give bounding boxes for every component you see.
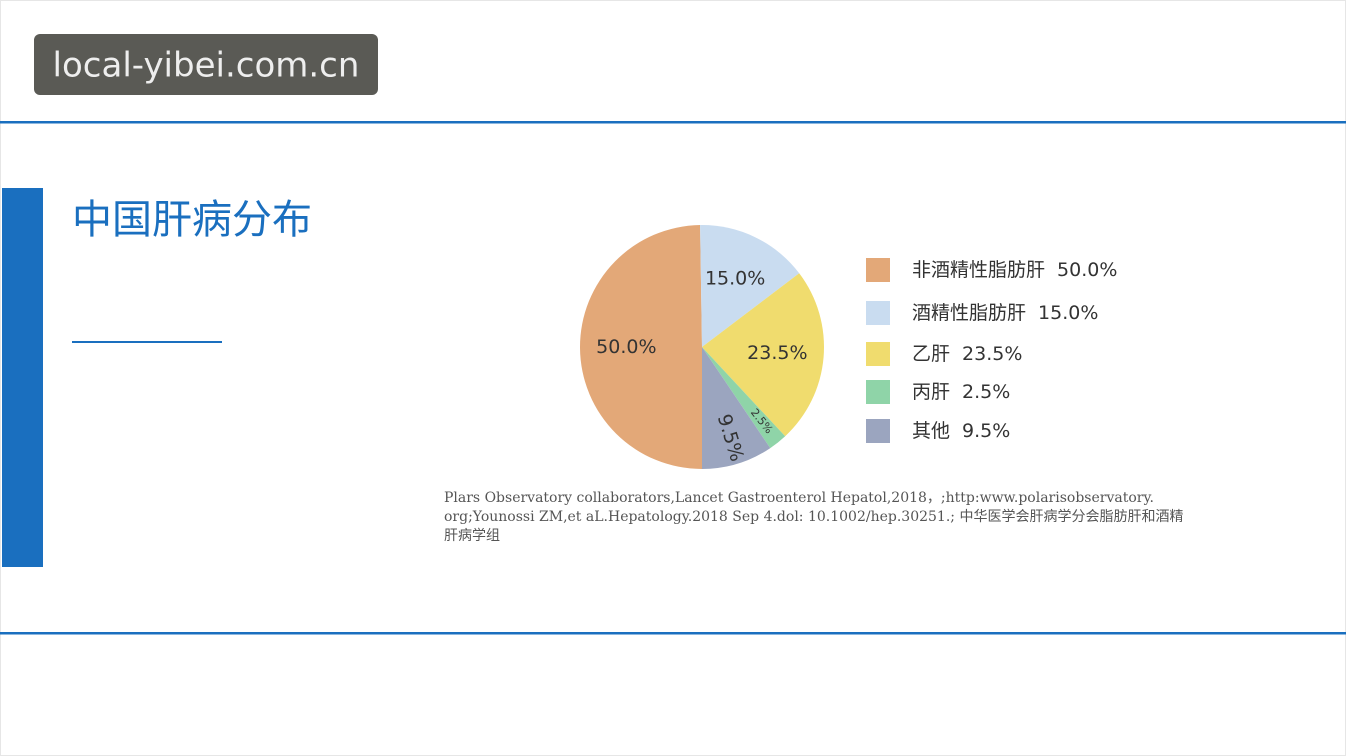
legend-entry: 丙肝 2.5% xyxy=(912,381,1010,403)
legend-name: 酒精性脂肪肝 xyxy=(912,302,1026,324)
legend-name: 非酒精性脂肪肝 xyxy=(912,259,1045,281)
slice-label: 50.0% xyxy=(596,336,656,358)
legend-swatch xyxy=(866,342,890,366)
legend-name: 乙肝 xyxy=(912,343,950,365)
legend-name: 丙肝 xyxy=(912,381,950,403)
pie-slice xyxy=(580,225,702,469)
side-bar xyxy=(2,188,43,567)
citation: Plars Observatory collaborators,Lancet G… xyxy=(444,490,1154,506)
citation: 肝病学组 xyxy=(444,528,500,544)
legend-swatch xyxy=(866,258,890,282)
watermark-box xyxy=(34,34,378,95)
pie-slice xyxy=(702,273,824,437)
watermark: local-yibei.com.cn xyxy=(53,46,360,86)
legend-entry: 其他 9.5% xyxy=(912,420,1010,442)
legend-value: 2.5% xyxy=(962,381,1010,403)
legend-value: 15.0% xyxy=(1038,302,1098,324)
citation: org;Younossi ZM,et aL.Hepatology.2018 Se… xyxy=(444,509,1183,525)
legend-value: 9.5% xyxy=(962,420,1010,442)
slice-label: 15.0% xyxy=(705,267,765,289)
legend-value: 50.0% xyxy=(1057,259,1117,281)
pie-slice xyxy=(702,347,786,449)
legend-entry: 酒精性脂肪肝 15.0% xyxy=(912,302,1098,324)
legend-swatch xyxy=(866,301,890,325)
legend-swatch xyxy=(866,419,890,443)
top-rule xyxy=(0,121,1346,124)
pie-slice xyxy=(700,225,800,347)
legend-entry: 乙肝 23.5% xyxy=(912,343,1022,365)
bottom-rule xyxy=(0,632,1346,635)
legend-swatch xyxy=(866,380,890,404)
title-underline xyxy=(72,341,222,343)
chart-title: 中国肝病分布 xyxy=(72,197,312,243)
legend-entry: 非酒精性脂肪肝 50.0% xyxy=(912,259,1117,281)
legend-value: 23.5% xyxy=(962,343,1022,365)
legend-name: 其他 xyxy=(912,420,950,442)
slice-label: 23.5% xyxy=(747,342,807,364)
pie-slice xyxy=(702,347,771,469)
